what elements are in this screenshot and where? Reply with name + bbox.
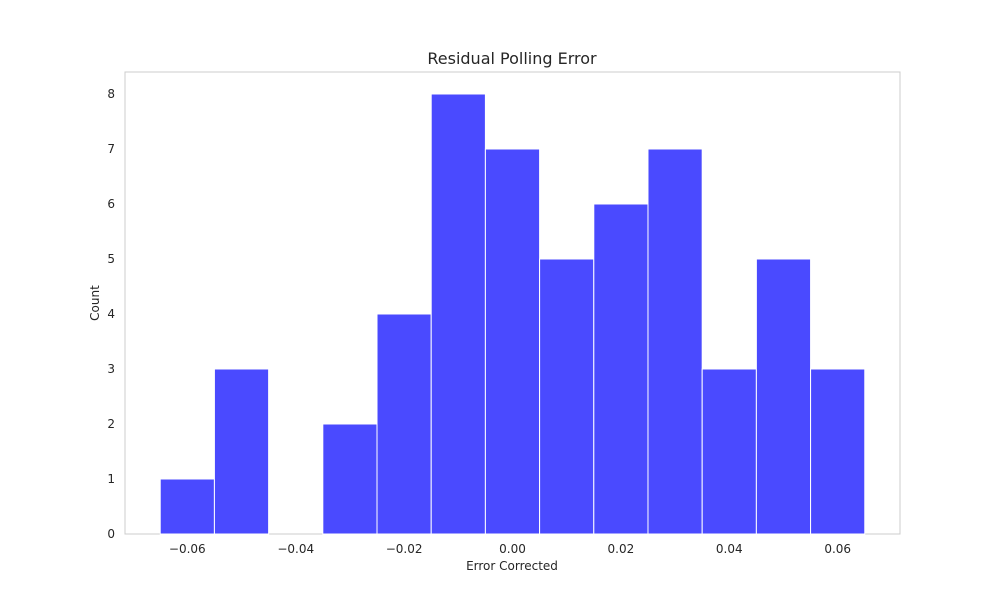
y-tick-label: 1 <box>107 472 115 486</box>
y-tick-labels: 0 1 2 3 4 5 6 7 8 <box>107 87 115 541</box>
x-tick-label: −0.06 <box>169 542 206 556</box>
x-tick-label: 0.04 <box>716 542 743 556</box>
histogram-bar <box>484 148 541 535</box>
histogram-bar <box>647 148 703 535</box>
histogram-bar <box>755 258 812 535</box>
y-tick-label: 7 <box>107 142 115 156</box>
bars-group <box>159 93 866 535</box>
histogram-bar <box>322 423 378 535</box>
y-tick-label: 0 <box>107 527 115 541</box>
y-tick-label: 2 <box>107 417 115 431</box>
x-tick-labels: −0.06 −0.04 −0.02 0.00 0.02 0.04 0.06 <box>169 542 851 556</box>
chart-title: Residual Polling Error <box>427 49 597 68</box>
y-tick-label: 5 <box>107 252 115 266</box>
y-tick-label: 8 <box>107 87 115 101</box>
histogram-bar <box>430 93 486 535</box>
histogram-bar <box>376 313 432 535</box>
y-axis-label: Count <box>88 285 102 321</box>
histogram-bar <box>159 478 215 535</box>
x-tick-label: 0.00 <box>499 542 526 556</box>
x-tick-label: 0.02 <box>608 542 635 556</box>
histogram-bar <box>593 203 649 535</box>
x-tick-label: −0.04 <box>277 542 314 556</box>
y-tick-label: 4 <box>107 307 115 321</box>
y-tick-label: 3 <box>107 362 115 376</box>
histogram-bar <box>213 368 270 535</box>
histogram-bar <box>701 368 757 535</box>
x-tick-label: 0.06 <box>824 542 851 556</box>
histogram-bar <box>810 368 866 535</box>
y-tick-label: 6 <box>107 197 115 211</box>
histogram-bar <box>539 258 595 535</box>
x-tick-label: −0.02 <box>386 542 423 556</box>
x-axis-label: Error Corrected <box>466 559 558 573</box>
